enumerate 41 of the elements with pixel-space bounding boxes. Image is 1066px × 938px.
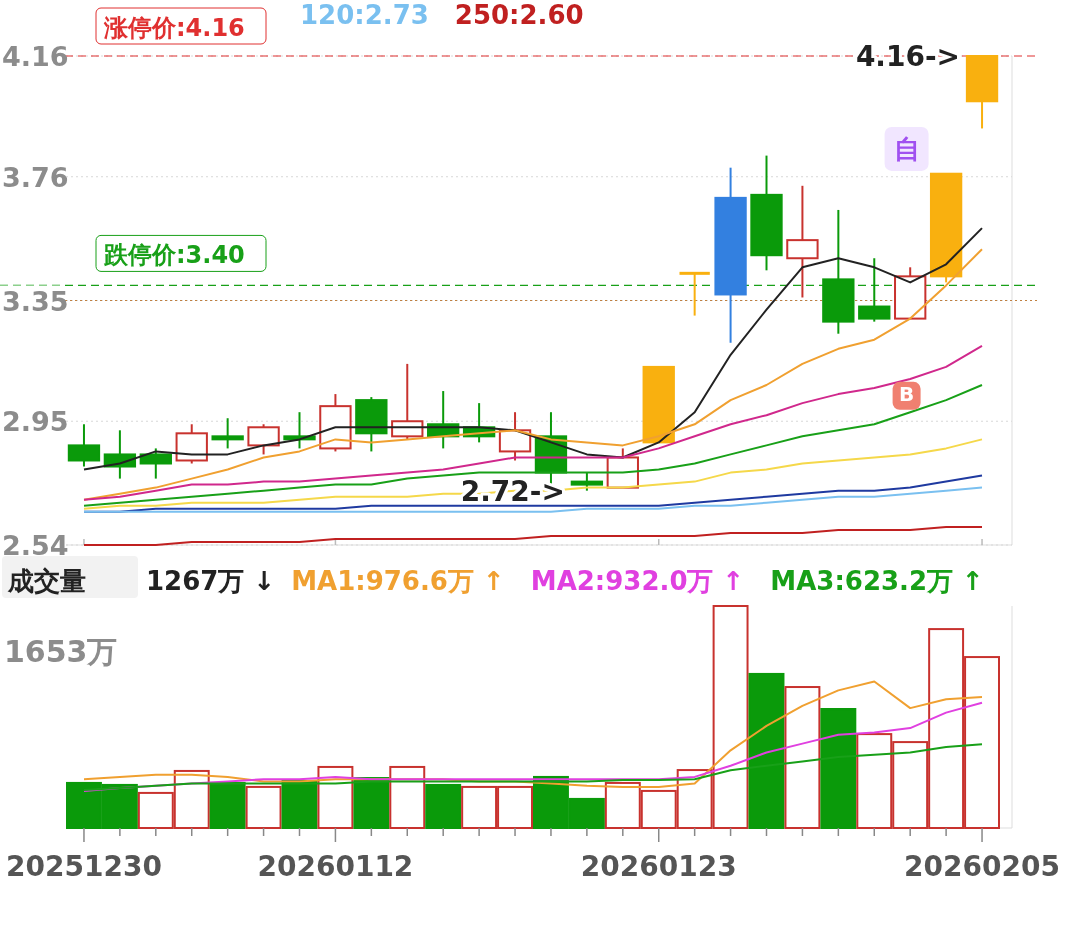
bar: [209, 781, 246, 829]
y-tick-label: 3.76: [2, 161, 69, 193]
line-series: [83, 384, 983, 507]
bar: [353, 777, 390, 829]
x-tick-label: 20260112: [257, 850, 414, 883]
y-tick-label: 3.35: [2, 285, 69, 317]
x-tick-label: 20251230: [6, 850, 162, 883]
bar: [820, 708, 857, 829]
chart-title: 成交量: [7, 566, 86, 596]
ref-line-label: 跌停价:3.40: [103, 241, 245, 270]
bar: [317, 765, 354, 829]
text: MA2:932.0万 ↑: [530, 566, 745, 596]
text: MA1:976.6万 ↑: [291, 566, 505, 596]
line-series: [83, 344, 983, 501]
candlestick: [211, 417, 244, 450]
bar: [748, 672, 785, 829]
annotation: 4.16->: [855, 40, 961, 73]
annotation: 1653万: [4, 634, 118, 669]
y-tick-label: 4.16: [2, 41, 69, 72]
text: MA3:623.2万 ↑: [770, 566, 984, 596]
bar: [784, 686, 821, 829]
candlestick: [786, 184, 819, 299]
bar: [425, 783, 462, 829]
bar: [281, 779, 318, 829]
text: 250:2.60: [454, 0, 584, 30]
annotation: B: [898, 382, 915, 407]
ref-line-label: 涨停价:4.16: [103, 14, 245, 42]
line-series: [83, 227, 983, 471]
x-tick-label: 20260123: [580, 850, 737, 883]
text: 120:2.73: [300, 0, 429, 30]
candlestick: [679, 271, 710, 317]
bar: [389, 765, 426, 829]
line-series: [83, 525, 983, 546]
x-tick-label: 20260205: [904, 850, 1060, 883]
chart-subtitle: 1267万 ↓: [146, 566, 276, 596]
annotation: 自: [893, 133, 920, 164]
candlestick: [570, 471, 604, 492]
bar: [245, 785, 282, 829]
y-tick-label: 2.95: [2, 406, 69, 438]
y-tick-label: 2.54: [2, 530, 69, 561]
line-series: [83, 438, 983, 510]
